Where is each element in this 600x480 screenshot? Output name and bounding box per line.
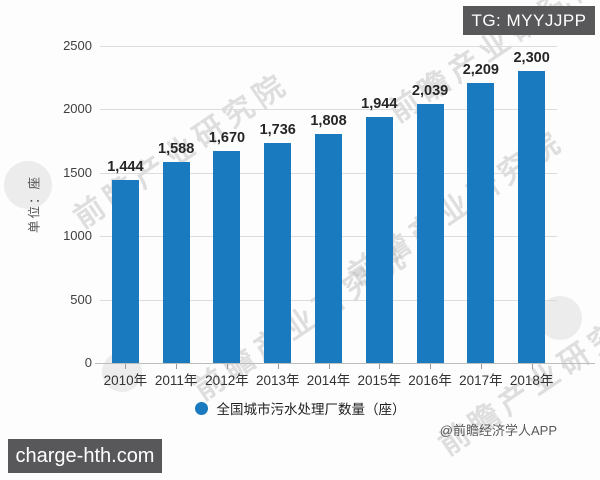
x-axis-line [95, 363, 595, 364]
bar-slot: 1,444 [100, 46, 151, 369]
bar-value-label: 1,944 [361, 95, 398, 112]
y-tick-label: 2000 [63, 101, 92, 117]
bar [365, 116, 393, 363]
bar-slot: 1,808 [303, 46, 354, 369]
bar-series: 1,444 1,588 1,670 1,736 1,808 1,944 2,039 2,209… [100, 46, 557, 369]
x-tick-label: 2017年 [459, 373, 503, 388]
x-axis-labels: 2010年 2011年 2012年 2013年 2014年 2015年 2016年 2017年… [100, 369, 557, 389]
x-tick [379, 364, 381, 369]
x-tick-label: 2013年 [255, 373, 300, 388]
bar [264, 142, 292, 363]
gridline [100, 109, 557, 111]
tg-watermark-badge: TG: MYYJJPP [463, 6, 595, 35]
attribution: @前瞻经济学人APP [439, 423, 557, 438]
y-tick-label: 1000 [63, 228, 92, 244]
x-tick-label: 2018年 [509, 373, 554, 388]
bar [416, 104, 444, 363]
bar-value-label: 1,588 [158, 140, 195, 157]
site-watermark-badge: charge-hth.com [8, 439, 162, 473]
bar-value-label: 1,444 [107, 158, 144, 175]
bar-slot: 2,300 [506, 46, 557, 369]
gridline [100, 46, 557, 47]
x-tick-label: 2012年 [205, 373, 249, 388]
bar-slot: 1,588 [151, 46, 202, 369]
y-axis-title: 单位：座 [27, 174, 42, 234]
bar-slot: 1,736 [252, 46, 303, 369]
y-tick-label: 0 [84, 355, 92, 370]
x-tick-label: 2011年 [154, 373, 198, 388]
bar-value-label: 2,209 [462, 61, 499, 78]
bar-value-label: 2,039 [411, 83, 449, 100]
x-tick-label: 2015年 [357, 373, 402, 388]
bar-slot: 1,944 [354, 46, 405, 369]
x-tick [430, 364, 432, 369]
legend-marker-icon [194, 401, 208, 415]
x-tick [226, 364, 228, 369]
x-tick-label: 2016年 [408, 373, 452, 388]
bar-value-label: 1,670 [208, 130, 246, 147]
x-tick [176, 364, 178, 369]
y-tick-label: 2500 [63, 38, 92, 53]
x-tick [125, 364, 127, 369]
x-tick [480, 364, 482, 369]
bar [213, 151, 241, 363]
bar-value-label: 2,300 [513, 50, 550, 67]
bar [111, 179, 139, 363]
x-tick [277, 364, 279, 369]
x-tick [531, 364, 533, 369]
plot-area: 1,444 1,588 1,670 1,736 1,808 1,944 2,039 2,209… [100, 46, 557, 369]
y-tick-label: 500 [70, 291, 92, 307]
legend-label: 全国城市污水处理厂数量（座） [216, 402, 406, 417]
bar [518, 71, 546, 363]
x-tick [328, 364, 330, 369]
bar [315, 133, 343, 363]
bar-slot: 1,670 [202, 46, 253, 369]
x-tick-label: 2014年 [306, 373, 351, 388]
legend: 全国城市污水处理厂数量（座） [0, 398, 600, 418]
y-tick-label: 1500 [63, 164, 92, 180]
x-tick-label: 2010年 [103, 373, 148, 388]
bar [162, 161, 190, 363]
bar-value-label: 1,736 [259, 121, 296, 138]
bar-slot: 2,039 [405, 46, 456, 369]
bar [467, 82, 495, 363]
bar-value-label: 1,808 [310, 112, 347, 129]
bar-slot: 2,209 [455, 46, 506, 369]
